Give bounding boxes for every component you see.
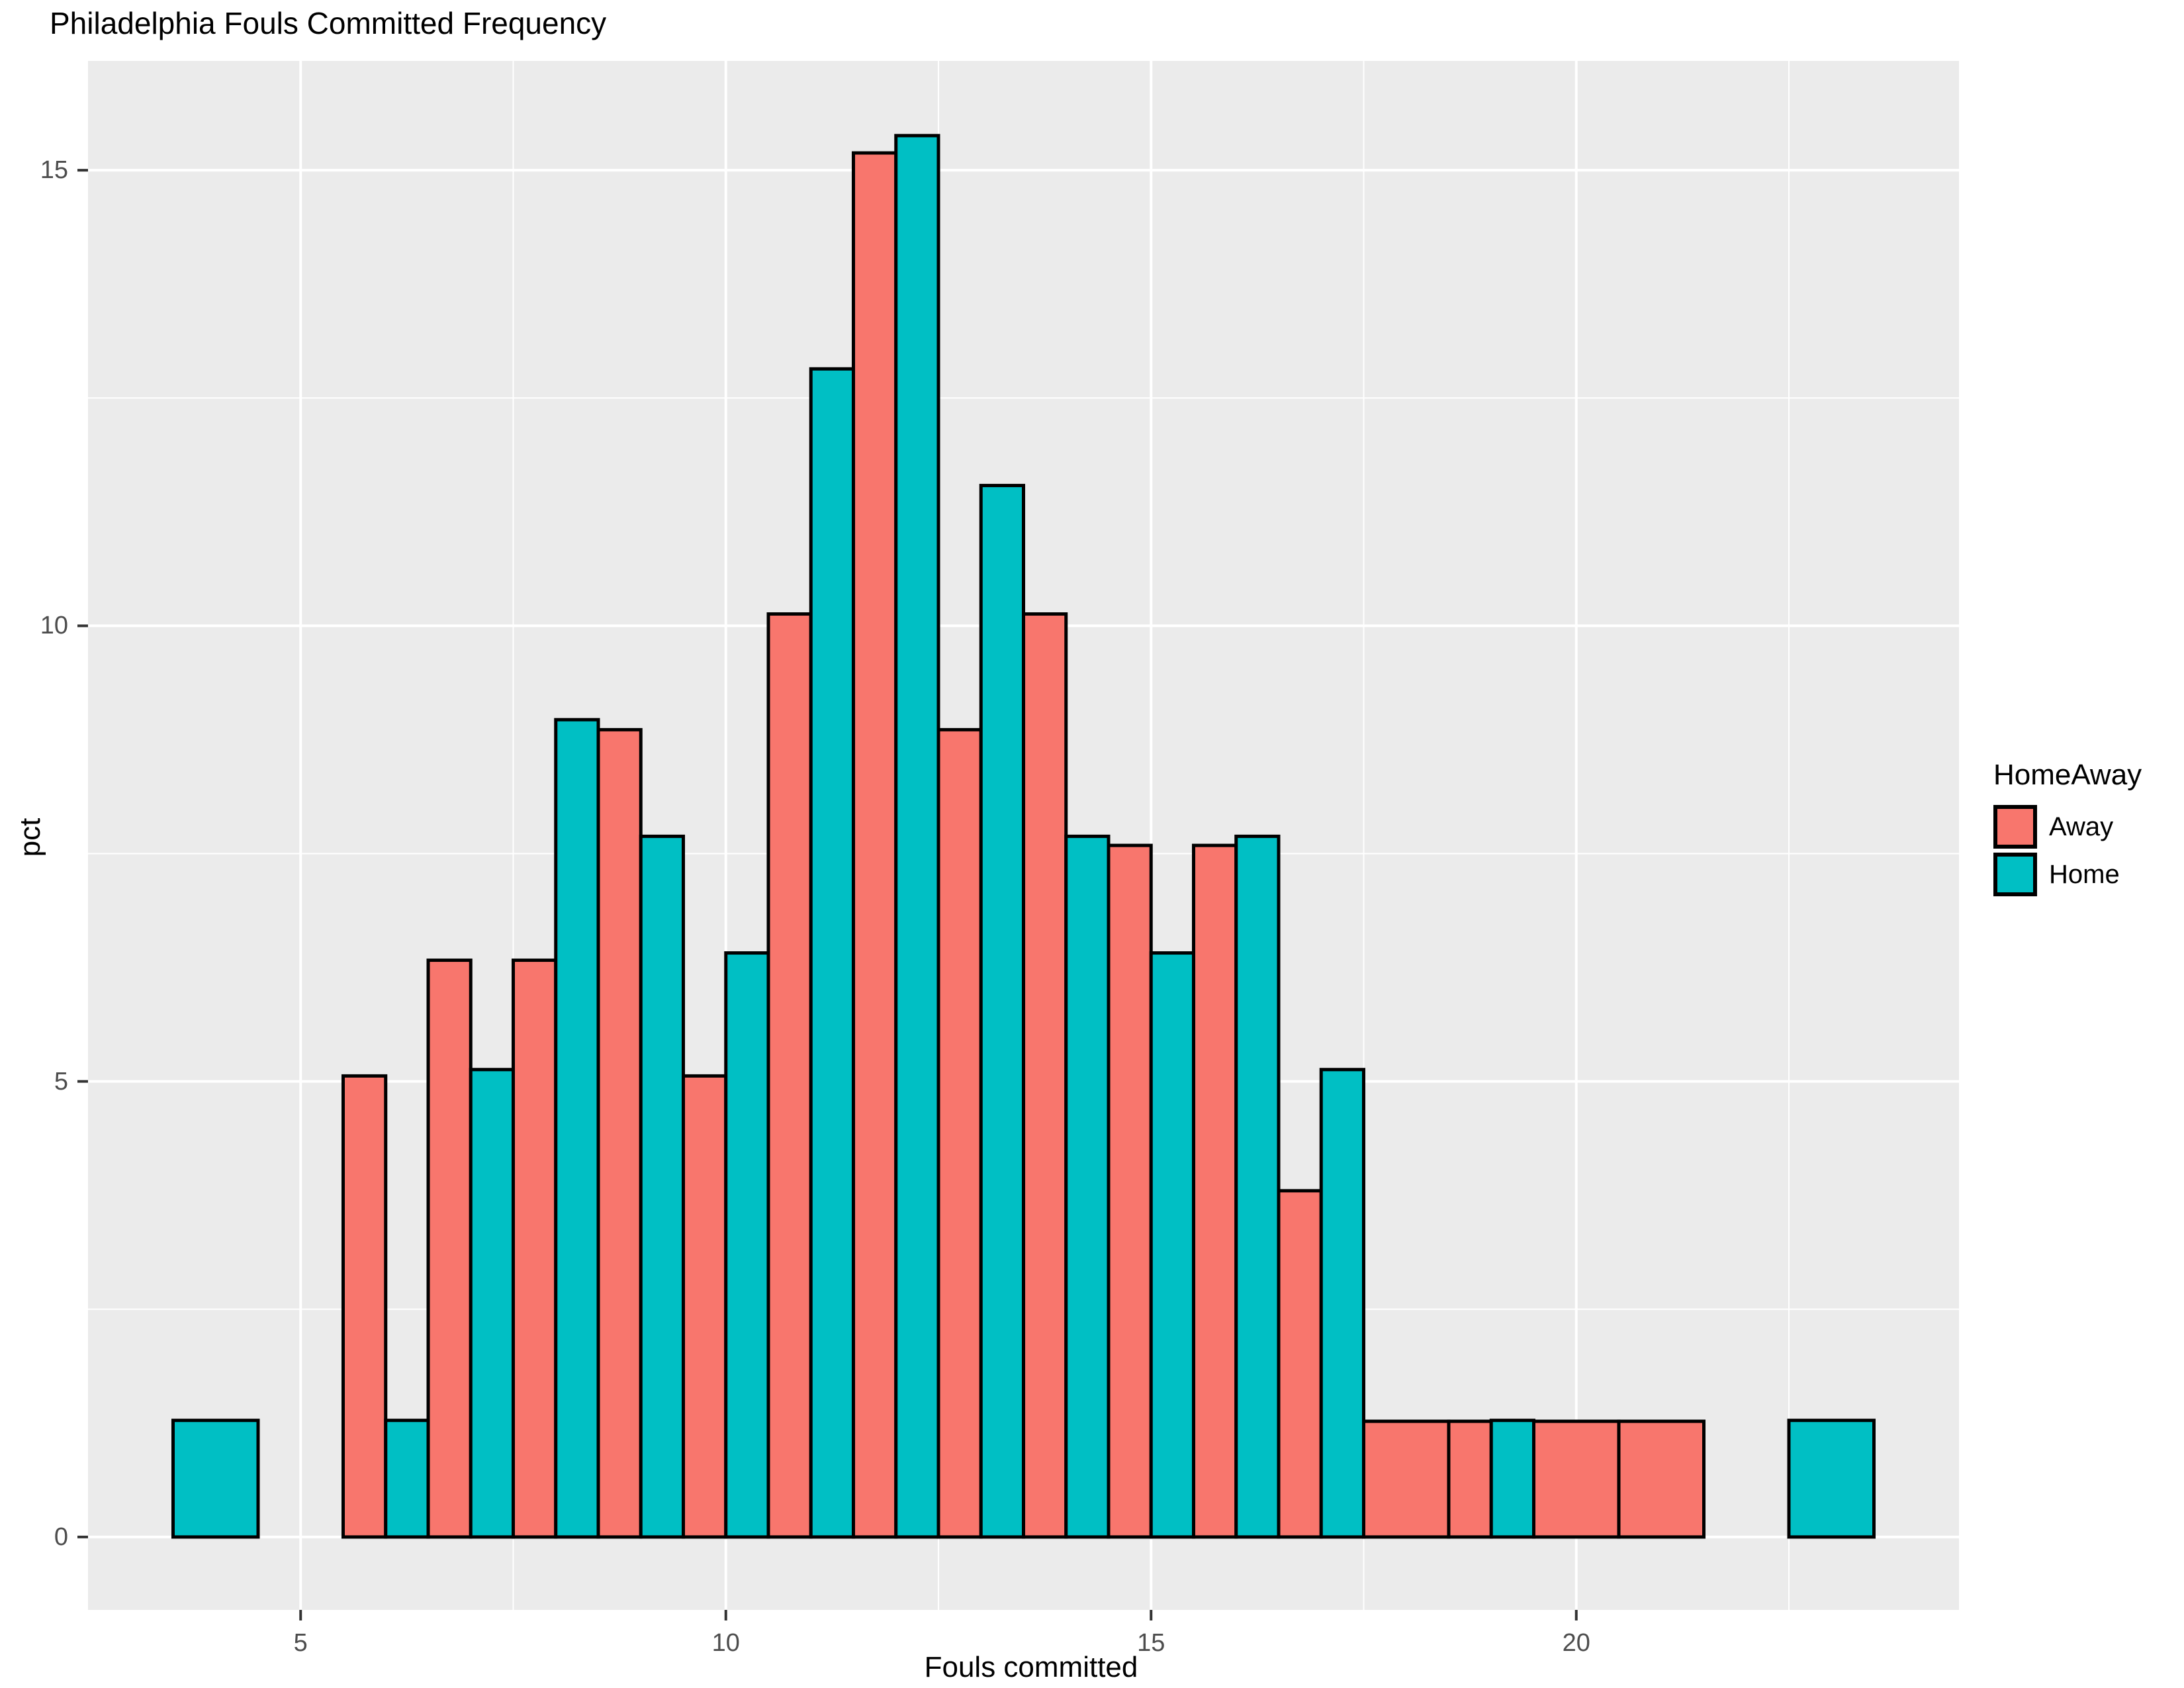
y-tick-label-0: 0: [54, 1523, 68, 1551]
bar-home-x14: [1064, 834, 1111, 1539]
x-tick-label-10: 10: [711, 1629, 740, 1657]
x-tick-label-5: 5: [293, 1629, 308, 1657]
bar-away-x11: [766, 612, 813, 1539]
chart-title: Philadelphia Fouls Committed Frequency: [50, 6, 607, 40]
bar-home-x8: [554, 718, 600, 1539]
legend-swatch-away: [1993, 805, 2037, 849]
bar-away-x17: [1277, 1189, 1323, 1539]
bar-away-x9: [596, 727, 643, 1539]
legend-title: HomeAway: [1993, 759, 2142, 791]
bar-home-x19: [1489, 1419, 1535, 1539]
bar-home-x16: [1234, 834, 1281, 1539]
bar-home-x7: [469, 1068, 515, 1539]
bar-home-x6: [384, 1419, 430, 1539]
bar-home-x23: [1787, 1419, 1876, 1539]
bar-away-x8: [512, 959, 558, 1539]
bar-home-x11: [809, 367, 855, 1539]
bar-home-x4: [171, 1419, 260, 1539]
bar-home-x9: [639, 834, 685, 1539]
bar-away-x14: [1022, 612, 1068, 1539]
x-axis-title: Fouls committed: [924, 1651, 1138, 1683]
bar-away-x19: [1447, 1419, 1493, 1539]
legend-label-home: Home: [2049, 859, 2120, 889]
y-tick-label-5: 5: [54, 1067, 68, 1096]
legend: HomeAway Away Home: [1993, 759, 2184, 900]
y-axis-title: pct: [14, 818, 46, 857]
x-tick-label-20: 20: [1562, 1629, 1590, 1657]
bar-away-x7: [426, 959, 473, 1539]
bar-away-x15: [1107, 843, 1153, 1539]
legend-label-away: Away: [2049, 812, 2114, 841]
bar-away-x13: [936, 727, 983, 1539]
bar-away-x18: [1362, 1419, 1451, 1539]
bar-away-x12: [852, 151, 898, 1539]
bar-away-x21: [1617, 1419, 1706, 1539]
bar-away-x6: [341, 1074, 388, 1539]
bar-home-x10: [724, 951, 770, 1539]
bar-home-x15: [1149, 951, 1195, 1539]
x-tick-label-15: 15: [1137, 1629, 1165, 1657]
y-tick-label-15: 15: [40, 156, 68, 185]
bar-home-x13: [979, 483, 1025, 1539]
bar-away-x20: [1532, 1419, 1621, 1539]
bar-home-x17: [1319, 1068, 1365, 1539]
legend-swatch-home: [1993, 853, 2037, 896]
bar-away-x10: [682, 1074, 728, 1539]
y-tick-label-10: 10: [40, 612, 68, 640]
bar-away-x16: [1192, 843, 1238, 1539]
legend-key-away: Away: [1993, 805, 2184, 849]
bar-home-x12: [894, 134, 940, 1539]
legend-key-home: Home: [1993, 853, 2184, 896]
